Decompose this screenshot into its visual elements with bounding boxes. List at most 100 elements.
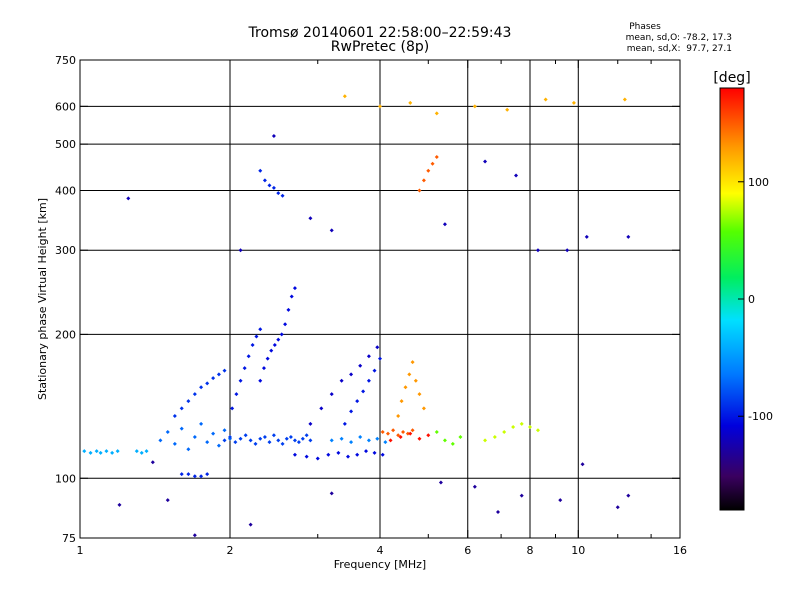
data-point (349, 409, 354, 414)
data-point (279, 332, 284, 337)
data-point (383, 440, 388, 445)
data-point (366, 354, 371, 359)
data-point (483, 159, 488, 164)
data-point (519, 493, 524, 498)
data-point (186, 399, 191, 404)
data-point (228, 434, 232, 439)
data-point (238, 248, 243, 253)
data-point (192, 434, 197, 439)
data-point (329, 392, 334, 397)
x-tick-label: 4 (377, 544, 384, 557)
data-point (222, 438, 227, 443)
data-point (308, 438, 313, 443)
data-point (326, 452, 331, 457)
chart-subtitle: RwPretec (8p) (330, 39, 430, 55)
data-point (434, 429, 439, 434)
data-point (199, 474, 204, 479)
data-point (399, 399, 404, 404)
data-point (186, 447, 191, 452)
data-point (238, 436, 243, 441)
data-point (417, 188, 422, 193)
data-point (272, 343, 277, 348)
data-point (308, 421, 313, 426)
data-point (280, 193, 285, 198)
data-point (158, 438, 163, 443)
data-point (396, 433, 401, 438)
y-tick-label: 300 (55, 244, 76, 257)
data-point (336, 450, 341, 455)
data-point (280, 441, 285, 446)
data-point (243, 433, 248, 438)
data-point (514, 173, 519, 178)
data-point (329, 491, 334, 496)
data-point (388, 438, 393, 443)
data-point (408, 431, 413, 436)
data-point (472, 104, 477, 109)
data-point (511, 425, 516, 430)
data-point (289, 294, 294, 299)
data-point (261, 366, 266, 371)
data-point (276, 438, 281, 443)
data-point (380, 452, 385, 457)
data-point (172, 441, 177, 446)
data-point (205, 381, 210, 386)
data-point (626, 493, 631, 498)
data-point (413, 378, 418, 383)
data-point (308, 216, 313, 221)
data-point (342, 421, 347, 426)
data-point (98, 450, 103, 455)
data-point (211, 431, 216, 436)
data-point (626, 234, 631, 239)
data-point (396, 413, 401, 418)
data-point (205, 440, 210, 445)
data-point (296, 440, 301, 445)
data-point (502, 429, 507, 434)
data-point (248, 438, 253, 443)
data-point (410, 360, 415, 365)
data-point (186, 472, 191, 477)
data-point (234, 392, 239, 397)
data-point (543, 97, 548, 102)
data-point (329, 228, 334, 233)
chart-title: Tromsø 20140601 22:58:00–22:59:43 (248, 25, 512, 41)
data-point (519, 421, 524, 426)
data-point (329, 438, 334, 443)
data-point (246, 354, 251, 359)
phase-stats-o-mode: mean, sd,O: -78.2, 17.3 (625, 33, 732, 43)
data-point (258, 436, 263, 441)
data-point (288, 434, 293, 439)
data-point (375, 345, 380, 350)
data-point (565, 248, 570, 253)
y-tick-label: 400 (55, 184, 76, 197)
data-point (110, 450, 115, 455)
data-point (405, 431, 410, 436)
data-point (401, 429, 406, 434)
data-point (179, 426, 184, 431)
data-point (134, 449, 139, 454)
data-point (345, 454, 350, 459)
data-point (378, 104, 382, 109)
data-point (267, 183, 272, 188)
data-point (126, 196, 131, 201)
data-point (230, 406, 235, 411)
data-point (339, 436, 344, 441)
data-point (408, 100, 413, 105)
data-point (222, 368, 227, 373)
data-point (222, 428, 227, 433)
data-point (355, 452, 360, 457)
data-point (265, 356, 270, 361)
data-point (417, 392, 422, 397)
data-point (286, 307, 291, 312)
data-point (342, 94, 347, 99)
data-point (258, 168, 263, 173)
data-point (410, 428, 415, 433)
data-point (292, 286, 297, 291)
grid-lines (80, 60, 680, 538)
data-point (385, 431, 390, 436)
data-point (366, 378, 371, 383)
x-tick-label: 16 (673, 544, 687, 557)
data-point (403, 385, 408, 390)
data-point (271, 433, 276, 438)
data-point (205, 472, 210, 477)
